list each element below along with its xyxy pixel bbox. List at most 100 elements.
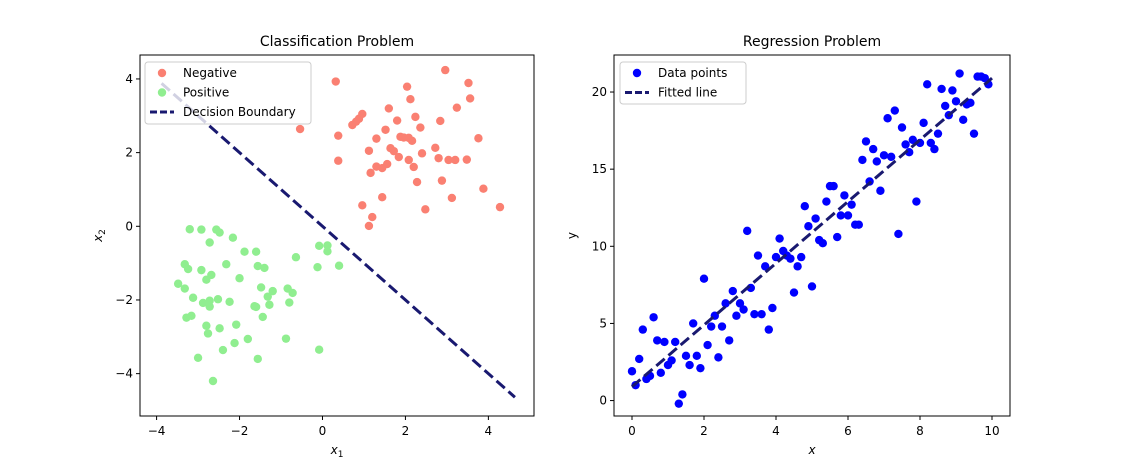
data-points-point bbox=[858, 155, 867, 165]
negative-point bbox=[416, 123, 425, 132]
data-points-point bbox=[847, 200, 856, 209]
data-points-point bbox=[685, 360, 694, 370]
negative-point bbox=[431, 143, 440, 153]
y-tick-label: 0 bbox=[599, 394, 607, 408]
legend: Data points Fitted line bbox=[619, 61, 747, 105]
data-points-point bbox=[653, 336, 662, 345]
positive-point bbox=[205, 238, 214, 247]
negative-point bbox=[364, 221, 374, 231]
x-tick-label: 8 bbox=[916, 424, 924, 438]
positive-point bbox=[334, 261, 344, 270]
negative-point bbox=[411, 112, 420, 122]
data-points-point bbox=[951, 97, 961, 106]
x-axis-label-subscript: 1 bbox=[338, 450, 344, 460]
x-axis-label-text: x bbox=[330, 443, 339, 457]
data-points-point bbox=[750, 309, 759, 319]
positive-point bbox=[207, 270, 216, 280]
data-points-point bbox=[768, 303, 777, 313]
negative-point bbox=[364, 146, 374, 155]
y-axis-label-text: x bbox=[91, 234, 105, 243]
data-points-point bbox=[725, 336, 734, 345]
positive-point bbox=[323, 241, 332, 250]
negative-point bbox=[394, 152, 403, 162]
data-points-point bbox=[937, 84, 946, 94]
positive-point bbox=[185, 225, 194, 234]
negative-point bbox=[358, 201, 367, 210]
legend-marker-positive bbox=[157, 88, 167, 97]
data-points-point bbox=[800, 201, 809, 211]
x-tick-label: 0 bbox=[319, 424, 327, 438]
data-points-point bbox=[692, 351, 701, 361]
positive-point bbox=[240, 247, 249, 256]
negative-point bbox=[334, 156, 343, 165]
negative-point bbox=[331, 77, 340, 86]
negative-point bbox=[366, 168, 375, 178]
data-points-point bbox=[678, 390, 687, 399]
negative-point bbox=[392, 116, 402, 125]
positive-point bbox=[285, 298, 294, 307]
regression-chart: 0 2 4 6 8 10 0 5 10 15 20 Regression Problem x y Data … bbox=[565, 34, 1011, 457]
x-tick-label: −4 bbox=[148, 424, 166, 438]
data-points-point bbox=[872, 157, 881, 166]
positive-point bbox=[291, 253, 301, 262]
data-points-point bbox=[728, 286, 737, 296]
y-axis-label-subscript: 2 bbox=[98, 229, 108, 235]
data-points-point bbox=[681, 351, 691, 361]
data-points-point bbox=[930, 144, 939, 154]
positive-point bbox=[197, 265, 206, 275]
x-tick-label: 4 bbox=[485, 424, 493, 438]
legend-label-fitted-line: Fitted line bbox=[658, 86, 717, 100]
x-axis-label: x bbox=[807, 443, 816, 457]
data-points-point bbox=[901, 140, 910, 149]
positive-point bbox=[218, 345, 228, 355]
data-points-point bbox=[699, 274, 709, 283]
data-points-point bbox=[861, 137, 871, 146]
negative-point bbox=[402, 82, 412, 91]
positive-point bbox=[205, 296, 214, 305]
legend: Negative Positive Decision Boundary bbox=[144, 61, 312, 125]
positive-point bbox=[253, 354, 262, 364]
y-tick-label: 20 bbox=[592, 85, 607, 99]
data-points-point bbox=[966, 98, 975, 108]
decision-boundary-line bbox=[160, 82, 516, 399]
data-points-point bbox=[883, 114, 892, 123]
data-points-point bbox=[797, 252, 806, 262]
positive-point bbox=[251, 247, 261, 256]
legend-label-data-points: Data points bbox=[658, 66, 727, 80]
negative-point bbox=[452, 103, 462, 112]
negative-point bbox=[417, 149, 427, 158]
chart-title: Classification Problem bbox=[260, 34, 414, 50]
data-points-point bbox=[869, 144, 878, 154]
data-points-point bbox=[732, 311, 741, 320]
positive-point bbox=[235, 274, 244, 283]
legend-marker-negative bbox=[157, 68, 167, 78]
data-points-point bbox=[771, 252, 781, 262]
legend-box bbox=[619, 61, 747, 105]
negative-point bbox=[464, 78, 473, 88]
positive-point bbox=[197, 225, 206, 234]
positive-point bbox=[202, 321, 211, 330]
y-axis-label: x2 bbox=[91, 229, 108, 243]
negative-point bbox=[441, 65, 450, 75]
negative-point bbox=[389, 146, 399, 156]
positive-point bbox=[193, 353, 203, 362]
positive-point bbox=[205, 302, 214, 311]
data-points-point bbox=[959, 115, 968, 124]
data-points-point bbox=[897, 123, 907, 132]
y-axis-label-text: y bbox=[565, 232, 579, 239]
negative-point bbox=[334, 131, 343, 140]
x-tick-label: 4 bbox=[772, 424, 780, 438]
x-tick-label: 2 bbox=[700, 424, 708, 438]
positive-point bbox=[222, 260, 231, 269]
data-points-point bbox=[714, 353, 723, 362]
data-points-point bbox=[822, 197, 831, 206]
data-points-point bbox=[876, 186, 885, 195]
data-points-point bbox=[786, 254, 795, 263]
data-points-point bbox=[912, 197, 921, 206]
data-points-point bbox=[804, 222, 813, 231]
plot-frame bbox=[613, 54, 1011, 417]
data-points-point bbox=[764, 325, 773, 334]
data-points-point bbox=[879, 151, 889, 160]
x-axis-label-text: x bbox=[807, 443, 816, 457]
positive-point bbox=[314, 345, 324, 354]
